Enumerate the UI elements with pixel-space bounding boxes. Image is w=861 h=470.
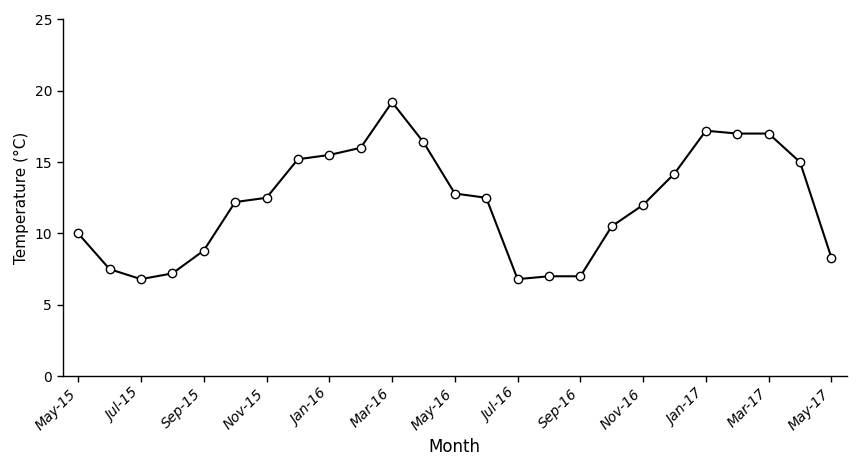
Y-axis label: Temperature (°C): Temperature (°C) xyxy=(14,132,29,264)
X-axis label: Month: Month xyxy=(429,438,480,456)
